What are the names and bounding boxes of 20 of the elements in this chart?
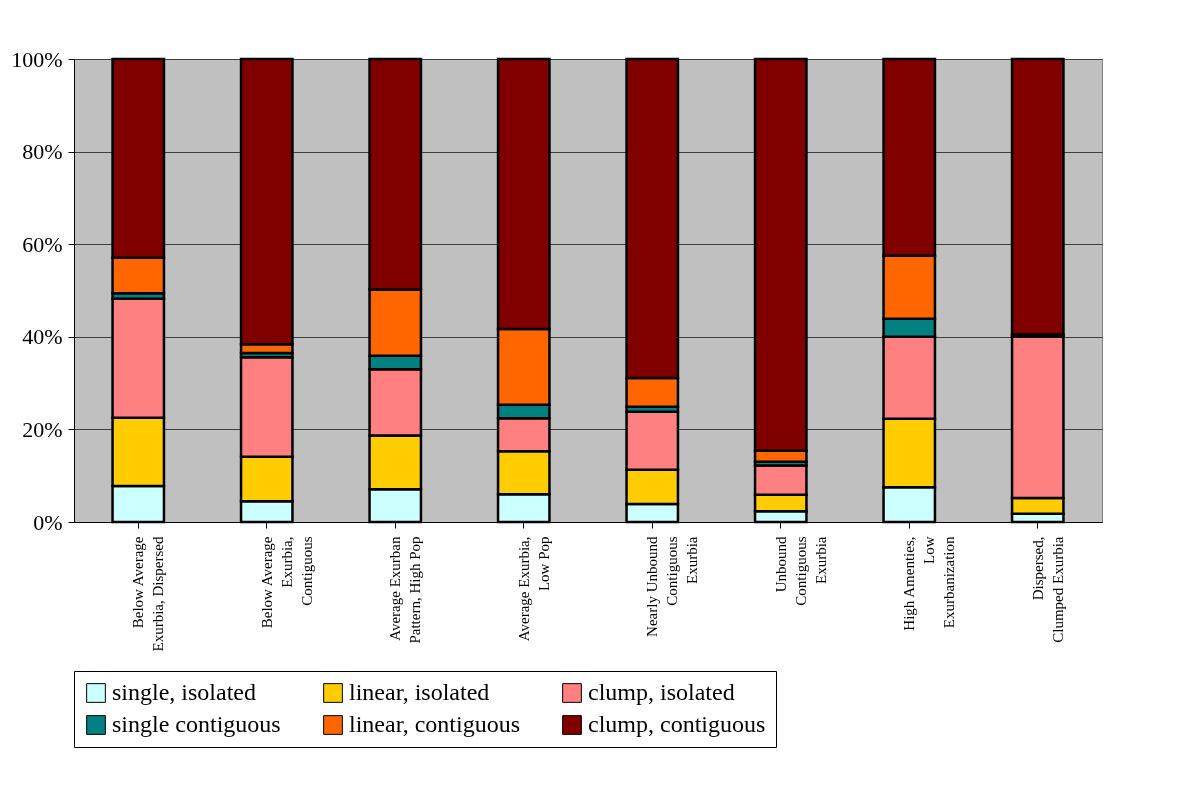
legend-label: single, isolated [112, 679, 256, 705]
x-tick-label: Below Average Exurbia, Dispersed [130, 536, 167, 652]
x-tick-label: Average Exurbia, Low Pop [515, 536, 552, 642]
legend-label: single contiguous [112, 711, 281, 737]
y-tick-label: 20% [22, 416, 63, 442]
y-tick-label: 80% [22, 139, 63, 165]
legend-label: clump, contiguous [588, 711, 766, 737]
x-tick-label: Below Average Exurbia, Contiguous [258, 536, 315, 629]
x-tick-label: Unbound Contiguous Exurbia [772, 536, 829, 606]
legend-label: linear, contiguous [349, 711, 520, 737]
x-tick-label: Nearly Unbound Contiguous Exurbia [644, 536, 701, 637]
y-tick-label: 100% [11, 46, 63, 72]
y-tick-label: 60% [22, 231, 63, 257]
y-tick-label: 40% [22, 324, 63, 350]
y-tick-label: 0% [33, 509, 63, 535]
legend-label: clump, isolated [588, 679, 735, 705]
x-tick-label: Dispersed, Clumped Exurbia [1029, 536, 1066, 643]
x-tick-label: Average Exurban Pattern, High Pop [387, 536, 424, 644]
x-tick-label: High Amenties, Low Exurbanization [901, 536, 958, 631]
legend-label: linear, isolated [349, 679, 490, 705]
